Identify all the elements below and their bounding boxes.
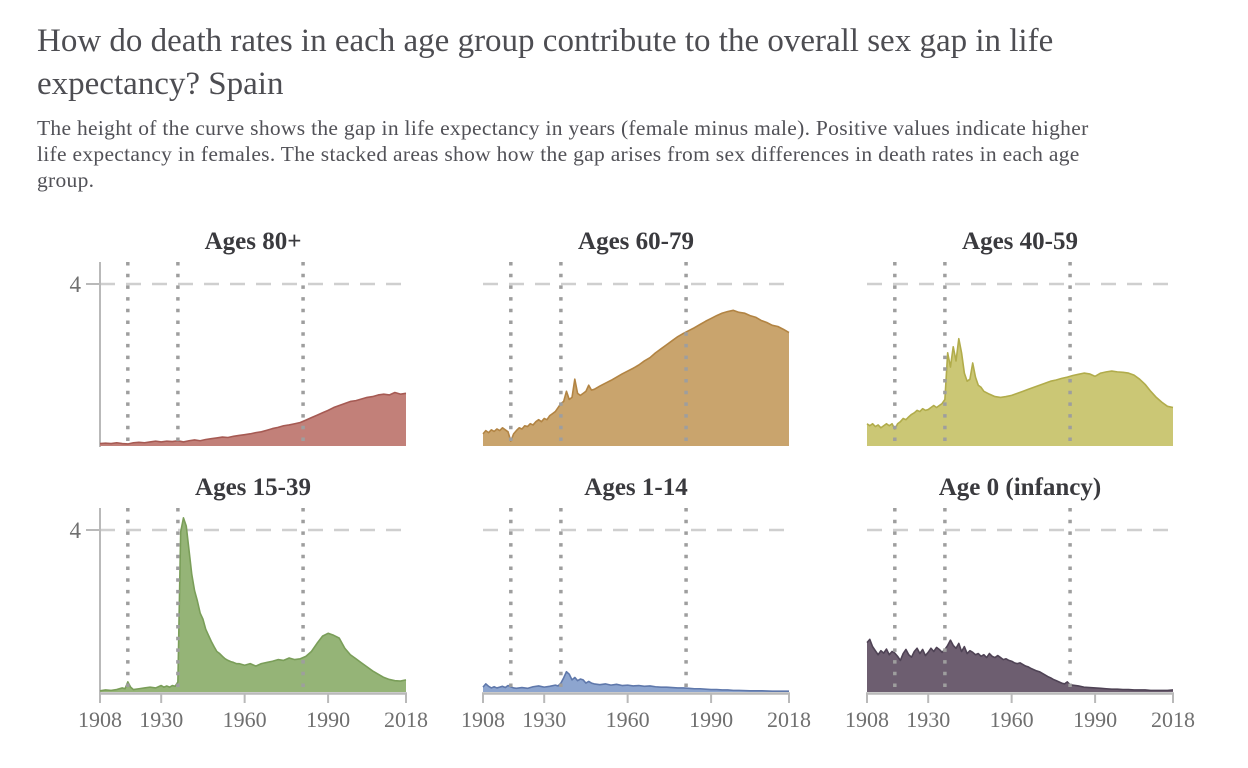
page-subtitle: The height of the curve shows the gap in… — [37, 115, 1248, 193]
area-chart-age-0-infancy: 1908 1930 1960 1990 2018 — [845, 508, 1195, 732]
chart-title-ages-15-39: Ages 15-39 — [195, 474, 311, 501]
area-fill — [100, 392, 406, 446]
x-tick-label-1908: 1908 — [461, 707, 505, 732]
chart-title-age-0-infancy: Age 0 (infancy) — [938, 474, 1102, 501]
chart-title-ages-1-14: Ages 1-14 — [584, 474, 688, 501]
x-tick-label-1990: 1990 — [689, 707, 733, 732]
area-chart-ages-15-39: 4 1908 1930 1960 1990 2018 — [70, 508, 428, 732]
x-tick-label-2018: 2018 — [767, 707, 811, 732]
x-tick-label-1908: 1908 — [78, 707, 122, 732]
chart-title-ages-60-79: Ages 60-79 — [578, 228, 694, 255]
area-outline — [99, 391, 407, 445]
area-fill — [483, 671, 789, 692]
x-tick-label-1960: 1960 — [223, 707, 267, 732]
area-outline — [866, 638, 1174, 692]
x-tick-label-2018: 2018 — [384, 707, 428, 732]
y-tick-label: 4 — [70, 272, 82, 297]
header: How do death rates in each age group con… — [37, 20, 1248, 193]
page-subtitle-line-1: The height of the curve shows the gap in… — [37, 116, 1089, 140]
area-outline — [482, 670, 789, 692]
x-tick-label-1930: 1930 — [906, 707, 950, 732]
area-chart-ages-40-59 — [866, 262, 1174, 446]
page-subtitle-line-3: group. — [37, 168, 95, 192]
area-outline — [482, 309, 790, 442]
area-fill — [867, 338, 1173, 446]
area-fill — [100, 517, 406, 692]
x-tick-label-1960: 1960 — [990, 707, 1034, 732]
area-chart-ages-80plus: 4 — [70, 262, 407, 447]
y-tick-label: 4 — [70, 518, 82, 543]
x-tick-label-1908: 1908 — [845, 707, 889, 732]
x-tick-label-1990: 1990 — [1073, 707, 1117, 732]
page-title-line-1: How do death rates in each age group con… — [37, 23, 1054, 59]
x-tick-label-1930: 1930 — [522, 707, 566, 732]
chart-title-ages-80plus: Ages 80+ — [204, 228, 302, 255]
area-fill — [867, 639, 1173, 692]
area-fill — [483, 310, 789, 446]
x-tick-label-1960: 1960 — [606, 707, 650, 732]
page-title-line-2: expectancy? Spain — [37, 66, 284, 102]
page-subtitle-line-2: life expectancy in females. The stacked … — [37, 142, 1080, 166]
x-tick-label-2018: 2018 — [1151, 707, 1195, 732]
area-chart-ages-1-14: 1908 1930 1960 1990 2018 — [461, 508, 811, 732]
area-outline — [99, 517, 407, 692]
area-chart-ages-60-79 — [482, 262, 790, 446]
x-tick-label-1990: 1990 — [306, 707, 350, 732]
x-tick-label-1930: 1930 — [139, 707, 183, 732]
area-outline — [866, 337, 1174, 430]
chart-title-ages-40-59: Ages 40-59 — [962, 228, 1078, 255]
